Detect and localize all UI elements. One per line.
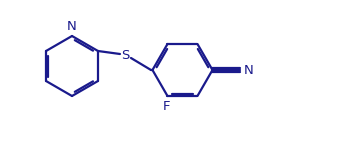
Text: N: N	[244, 63, 254, 77]
Text: F: F	[163, 100, 170, 113]
Text: N: N	[67, 20, 77, 33]
Text: S: S	[121, 49, 129, 61]
